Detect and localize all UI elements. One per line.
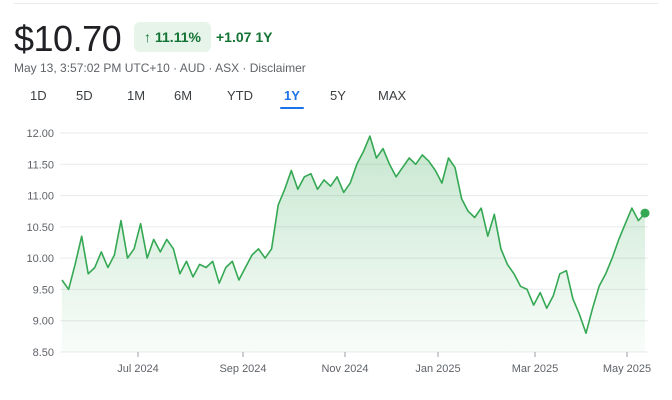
change-percent-badge: ↑ 11.11% [134,22,211,52]
disclaimer-link[interactable]: Disclaimer [249,61,306,75]
y-tick-label: 8.50 [33,347,54,359]
y-tick-label: 9.00 [33,316,54,328]
quote-meta-text: May 13, 3:57:02 PM UTC+10 · AUD · ASX · [14,61,250,75]
y-tick-label: 11.50 [27,159,54,171]
y-tick-label: 10.50 [26,222,54,234]
price-area-fill [62,136,645,352]
x-tick-label: May 2025 [603,363,651,375]
range-tab-5y[interactable]: 5Y [330,88,346,103]
x-tick-label: Jul 2024 [117,363,159,375]
price-line [61,135,646,334]
range-tab-5d[interactable]: 5D [76,88,93,103]
x-tick-label: Sep 2024 [219,363,266,375]
quote-meta: May 13, 3:57:02 PM UTC+10 · AUD · ASX · … [14,61,306,75]
range-tab-6m[interactable]: 6M [174,88,193,103]
x-tick-label: Mar 2025 [512,363,558,375]
arrow-up-icon: ↑ [144,29,151,45]
change-percent-value: 11.11% [155,29,201,45]
current-price: $10.70 [14,18,122,59]
range-tab-1d[interactable]: 1D [30,88,47,103]
x-tick-label: Jan 2025 [415,363,460,375]
range-tab-1y[interactable]: 1Y [280,88,304,109]
change-absolute: +1.07 1Y [216,29,273,45]
x-tick-label: Nov 2024 [321,363,368,375]
latest-price-dot [640,208,650,218]
top-divider [14,3,658,4]
y-tick-label: 11.00 [27,191,54,203]
range-tab-1m[interactable]: 1M [127,88,146,103]
y-tick-label: 9.50 [33,284,54,296]
range-tab-ytd[interactable]: YTD [227,88,253,103]
y-tick-label: 10.00 [26,253,54,265]
y-tick-label: 12.00 [26,128,54,140]
range-tab-max[interactable]: MAX [378,88,407,103]
